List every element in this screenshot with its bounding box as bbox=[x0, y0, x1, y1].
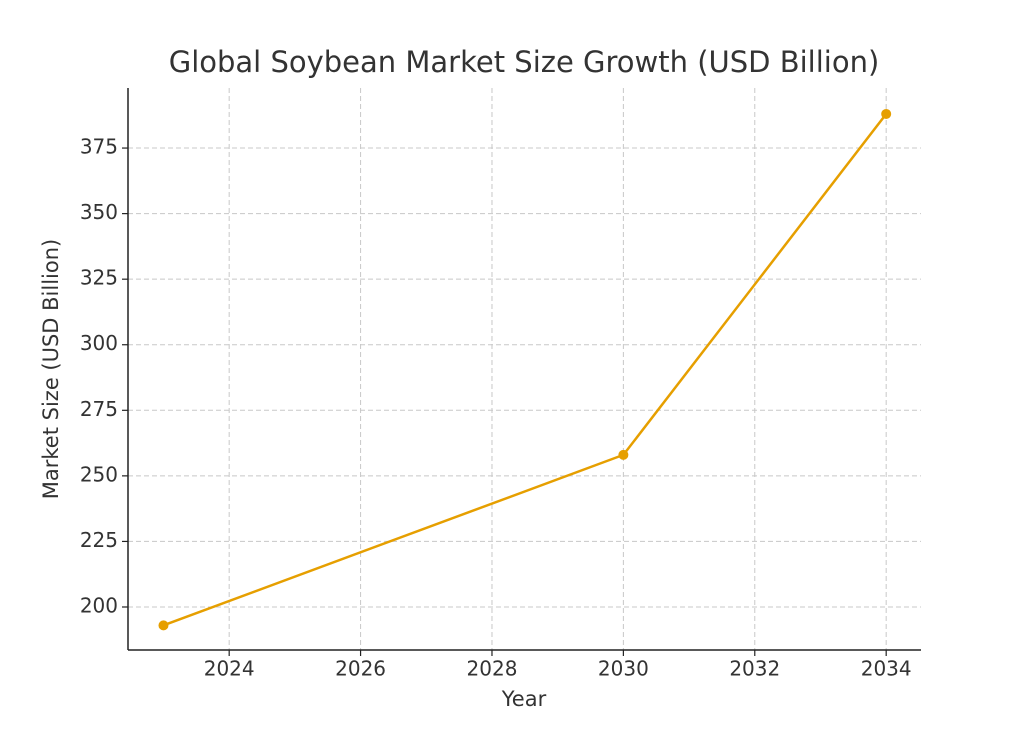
y-axis-label: Market Size (USD Billion) bbox=[39, 239, 63, 499]
y-tick-label: 375 bbox=[80, 135, 118, 159]
x-axis-label: Year bbox=[501, 687, 547, 711]
data-point bbox=[158, 620, 169, 631]
series-line bbox=[163, 113, 888, 627]
y-tick-label: 225 bbox=[80, 528, 118, 552]
chart-title: Global Soybean Market Size Growth (USD B… bbox=[169, 45, 880, 79]
x-tick-label: 2026 bbox=[335, 657, 386, 681]
data-point bbox=[618, 449, 629, 460]
x-tick-label: 2028 bbox=[467, 657, 518, 681]
x-tick-label: 2030 bbox=[598, 657, 649, 681]
x-tick-label: 2024 bbox=[204, 657, 255, 681]
y-tick-label: 325 bbox=[80, 266, 118, 290]
x-tick-label: 2034 bbox=[861, 657, 912, 681]
y-tick-label: 300 bbox=[80, 331, 118, 355]
y-tick-label: 275 bbox=[80, 397, 118, 421]
data-point bbox=[881, 108, 892, 119]
y-tick-label: 200 bbox=[80, 593, 118, 617]
y-tick-label: 350 bbox=[80, 200, 118, 224]
y-tick-label: 250 bbox=[80, 462, 118, 486]
x-tick-label: 2032 bbox=[729, 657, 780, 681]
